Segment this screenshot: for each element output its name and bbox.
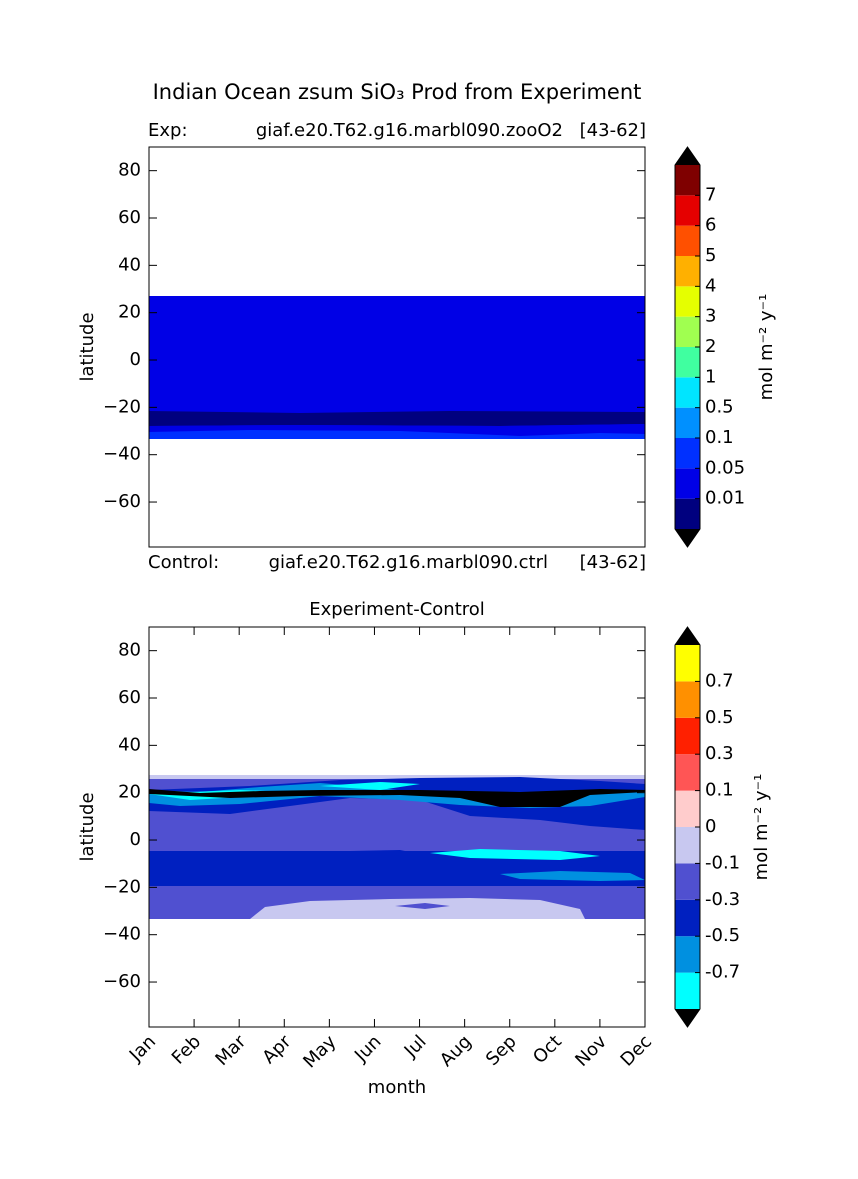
colorbar-tick-label: 3 bbox=[705, 306, 716, 327]
experiment-years: [43-62] bbox=[580, 120, 646, 141]
y-tick-label: −20 bbox=[103, 396, 141, 417]
colorbar-label: mol m⁻² y⁻¹ bbox=[751, 774, 772, 881]
colorbar-band bbox=[675, 195, 700, 226]
contour-field bbox=[149, 296, 645, 439]
y-tick-label: 60 bbox=[118, 207, 141, 228]
colorbar-tick-label: -0.1 bbox=[705, 852, 740, 873]
y-tick-label: 20 bbox=[118, 782, 141, 803]
colorbar-tick-label: -0.5 bbox=[705, 925, 740, 946]
colorbar-tick-label: 0.5 bbox=[705, 707, 734, 728]
x-tick-label: Mar bbox=[211, 1031, 250, 1070]
colorbar-band bbox=[675, 863, 700, 900]
x-tick-label: Feb bbox=[168, 1031, 205, 1068]
colorbar-band bbox=[675, 498, 700, 529]
colorbar-band bbox=[675, 717, 700, 755]
colorbar-band bbox=[675, 936, 700, 973]
y-tick-label: −20 bbox=[103, 876, 141, 897]
colorbar-band bbox=[675, 225, 700, 256]
control-years: [43-62] bbox=[580, 552, 646, 573]
y-tick-label: 40 bbox=[118, 734, 141, 755]
y-axis-label: latitude bbox=[77, 312, 98, 381]
x-tick-label: May bbox=[299, 1031, 340, 1072]
colorbar-tick-label: 6 bbox=[705, 215, 716, 236]
y-tick-label: 0 bbox=[130, 829, 141, 850]
plot-frame bbox=[148, 146, 646, 548]
control-label: Control: bbox=[148, 552, 219, 573]
y-tick-label: 80 bbox=[118, 160, 141, 181]
colorbar-tick-label: 5 bbox=[705, 245, 716, 266]
colorbar-label: mol m⁻² y⁻¹ bbox=[756, 294, 777, 401]
y-axis-label: latitude bbox=[77, 792, 98, 861]
colorbar-tick-label: 0.7 bbox=[705, 670, 734, 691]
colorbar-band bbox=[675, 286, 700, 317]
colorbar-under bbox=[675, 1009, 700, 1027]
colorbar-tick-label: 0.1 bbox=[705, 780, 734, 801]
colorbar-band bbox=[675, 972, 700, 1009]
x-tick-label: Sep bbox=[482, 1031, 521, 1070]
figure-title: Indian Ocean zsum SiO₃ Prod from Experim… bbox=[153, 80, 642, 104]
experiment-name: giaf.e20.T62.g16.marbl090.zooO2 bbox=[256, 120, 563, 141]
colorbar-band bbox=[675, 347, 700, 378]
colorbar-tick-label: 1 bbox=[705, 366, 716, 387]
y-tick-label: 20 bbox=[118, 302, 141, 323]
y-tick-label: −60 bbox=[103, 971, 141, 992]
colorbar-tick-label: 0.3 bbox=[705, 743, 734, 764]
x-tick-label: Dec bbox=[617, 1031, 656, 1070]
colorbar-band bbox=[675, 754, 700, 791]
colorbar-over bbox=[675, 627, 700, 645]
colorbar-band bbox=[675, 407, 700, 438]
colorbar-band bbox=[675, 377, 700, 408]
x-tick-label: Jun bbox=[350, 1031, 385, 1066]
colorbar-band bbox=[675, 468, 700, 499]
y-tick-label: 0 bbox=[130, 349, 141, 370]
colorbar-under bbox=[675, 529, 700, 547]
colorbar-tick-label: 0 bbox=[705, 816, 716, 837]
y-tick-label: −40 bbox=[103, 444, 141, 465]
x-tick-label: Apr bbox=[258, 1031, 295, 1068]
x-tick-label: Nov bbox=[571, 1031, 611, 1071]
colorbar-band bbox=[675, 899, 700, 937]
colorbar-tick-label: 0.1 bbox=[705, 427, 734, 448]
colorbar-tick-label: 0.5 bbox=[705, 397, 734, 418]
colorbar-tick-label: -0.3 bbox=[705, 889, 740, 910]
x-tick-label: Jul bbox=[400, 1031, 431, 1062]
y-tick-label: 60 bbox=[118, 687, 141, 708]
plot-frame bbox=[148, 626, 646, 1028]
colorbar-tick-label: 7 bbox=[705, 184, 716, 205]
colorbar-band bbox=[675, 827, 700, 864]
colorbar-tick-label: -0.7 bbox=[705, 962, 740, 983]
colorbar-band bbox=[675, 438, 700, 469]
x-tick-label: Oct bbox=[529, 1031, 566, 1068]
contour-field bbox=[149, 775, 645, 919]
colorbar-band bbox=[675, 681, 700, 718]
colorbar-tick-label: 4 bbox=[705, 275, 716, 296]
colorbar-band bbox=[675, 165, 700, 196]
colorbar-band bbox=[675, 790, 700, 827]
x-tick-label: Aug bbox=[436, 1031, 476, 1071]
colorbar-tick-label: 0.05 bbox=[705, 457, 745, 478]
colorbar-band bbox=[675, 645, 700, 682]
panel-title: Experiment-Control bbox=[309, 599, 485, 620]
experiment-label: Exp: bbox=[148, 120, 188, 141]
colorbar-frame bbox=[674, 146, 701, 548]
colorbar-frame bbox=[674, 626, 701, 1028]
y-tick-label: 40 bbox=[118, 254, 141, 275]
colorbar-over bbox=[675, 147, 700, 165]
control-name: giaf.e20.T62.g16.marbl090.ctrl bbox=[269, 552, 548, 573]
colorbar-tick-label: 2 bbox=[705, 336, 716, 357]
y-tick-label: −40 bbox=[103, 924, 141, 945]
colorbar-band bbox=[675, 256, 700, 287]
colorbar-band bbox=[675, 316, 700, 347]
y-tick-label: 80 bbox=[118, 640, 141, 661]
colorbar-tick-label: 0.01 bbox=[705, 488, 745, 509]
x-axis-label: month bbox=[368, 1077, 426, 1098]
y-tick-label: −60 bbox=[103, 491, 141, 512]
x-tick-label: Jan bbox=[125, 1031, 160, 1066]
